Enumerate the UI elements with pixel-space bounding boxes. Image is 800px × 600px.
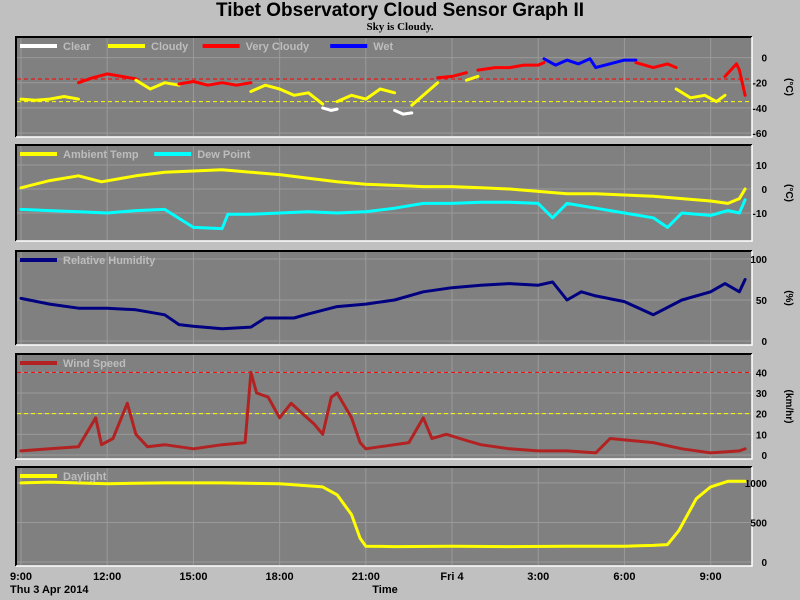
- y-tick-label: 0: [761, 337, 767, 348]
- legend-label: Daylight: [63, 471, 107, 483]
- legend-label: Relative Humidity: [63, 255, 156, 267]
- series-line-sky-temperature: [476, 61, 546, 72]
- y-tick-label: -60: [753, 129, 768, 140]
- x-tick-label: 21:00: [352, 571, 380, 583]
- x-tick-label: 9:00: [700, 571, 722, 583]
- legend-label: Cloudy: [151, 41, 189, 53]
- panel-humidity-bevel-dark: [15, 250, 752, 345]
- page-title: Tibet Observatory Cloud Sensor Graph II: [215, 0, 585, 21]
- series-line-sky-temperature: [410, 81, 440, 107]
- y-tick-label: 0: [761, 185, 767, 196]
- panel-humidity-background: [16, 251, 752, 345]
- panel-temp-bevel-light: [16, 145, 753, 242]
- x-tick-label: 18:00: [266, 571, 294, 583]
- series-line-sky-temperature: [134, 78, 181, 91]
- series-line-sky-temperature: [464, 74, 480, 82]
- x-tick-label: 6:00: [613, 571, 635, 583]
- y-tick-label: 100: [750, 255, 767, 266]
- panel-wind-bevel-dark: [15, 353, 752, 459]
- panel-daylight-bevel-dark: [15, 466, 752, 566]
- y-axis-unit-label: (%): [783, 290, 794, 306]
- series-line-sky-temperature: [674, 87, 727, 104]
- y-tick-label: 0: [761, 54, 767, 65]
- series-line-sky-temperature: [249, 83, 325, 106]
- y-tick-label: 10: [756, 161, 768, 172]
- series-line-sky-temperature: [436, 71, 468, 80]
- x-tick-label: Fri 4: [440, 571, 464, 583]
- x-tick-label: 15:00: [179, 571, 207, 583]
- panel-sky-background: [16, 37, 752, 137]
- x-axis-label: Time: [372, 584, 398, 596]
- series-line-dew-point: [19, 198, 747, 231]
- series-line-ambient-temp: [19, 168, 747, 205]
- panel-temp-background: [16, 145, 752, 241]
- y-tick-label: -40: [753, 104, 768, 115]
- legend-label: Wind Speed: [63, 358, 126, 370]
- panel-sky-bevel-light: [16, 37, 753, 138]
- panel-temp-bevel-dark: [15, 144, 752, 241]
- series-line-sky-temperature: [634, 61, 678, 70]
- series-line-sky-temperature: [19, 95, 80, 102]
- y-tick-label: 1000: [745, 479, 768, 490]
- legend-label: Wet: [373, 41, 393, 53]
- series-line-sky-temperature: [77, 72, 138, 85]
- y-tick-label: 40: [756, 368, 768, 379]
- y-tick-label: 500: [750, 518, 767, 529]
- series-line-sky-temperature: [335, 87, 397, 104]
- sky-status-subtitle: Sky is Cloudy.: [366, 21, 434, 33]
- legend-label: Ambient Temp: [63, 149, 139, 161]
- legend-label: Very Cloudy: [246, 41, 310, 53]
- panel-sky-bevel-dark: [15, 36, 752, 137]
- series-line-sky-temperature: [542, 57, 638, 70]
- series-line-sky-temperature: [723, 62, 747, 97]
- x-tick-label: 3:00: [527, 571, 549, 583]
- legend-label: Clear: [63, 41, 91, 53]
- y-axis-unit-label: (°C): [783, 184, 794, 202]
- y-tick-label: 0: [761, 558, 767, 569]
- series-line-daylight: [19, 479, 747, 549]
- panel-wind-bevel-light: [16, 354, 753, 460]
- y-axis-unit-label: (°C): [783, 78, 794, 96]
- y-tick-label: -10: [753, 209, 768, 220]
- series-line-sky-temperature: [393, 108, 414, 116]
- y-tick-label: 50: [756, 296, 768, 307]
- panel-humidity-bevel-light: [16, 251, 753, 346]
- series-line-sky-temperature: [321, 106, 339, 112]
- legend-label: Dew Point: [197, 149, 251, 161]
- y-tick-label: -20: [753, 79, 768, 90]
- y-tick-label: 20: [756, 410, 768, 421]
- x-tick-label: 9:00: [10, 571, 32, 583]
- y-tick-label: 30: [756, 389, 768, 400]
- y-axis-unit-label: (km/hr): [783, 390, 794, 424]
- x-tick-label: 12:00: [93, 571, 121, 583]
- series-line-relative-humidity: [19, 278, 747, 331]
- series-line-wind-speed: [19, 370, 747, 455]
- panel-daylight-bevel-light: [16, 467, 753, 567]
- y-tick-label: 0: [761, 451, 767, 462]
- panel-daylight-background: [16, 467, 752, 566]
- y-tick-label: 10: [756, 430, 768, 441]
- series-line-sky-temperature: [177, 80, 253, 87]
- x-axis-date-label: Thu 3 Apr 2014: [10, 584, 89, 596]
